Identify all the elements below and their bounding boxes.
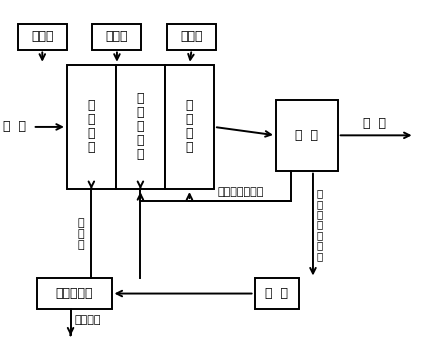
Bar (255, 279, 299, 309)
Text: 解  絮: 解 絮 (265, 287, 288, 300)
Bar (18, 24, 67, 49)
Bar (165, 65, 214, 189)
Text: 出  水: 出 水 (363, 117, 386, 130)
Text: 磁
介
质
混
合: 磁 介 质 混 合 (137, 92, 144, 162)
Text: 进  水: 进 水 (3, 120, 26, 134)
Bar (67, 65, 116, 189)
Bar (276, 100, 338, 171)
Text: 沉  淀: 沉 淀 (295, 129, 318, 142)
Text: 磁介质: 磁介质 (106, 30, 128, 43)
Text: 磁
介
质: 磁 介 质 (77, 218, 84, 249)
Text: 磁介质污泥回流: 磁介质污泥回流 (217, 187, 264, 197)
Text: 快
速
混
合: 快 速 混 合 (88, 99, 95, 154)
Bar (116, 65, 165, 189)
Text: 絮
凝
反
应: 絮 凝 反 应 (186, 99, 193, 154)
Text: 助凝剂: 助凝剂 (180, 30, 203, 43)
Text: 剩余污泥: 剩余污泥 (75, 315, 101, 325)
Text: 磁介质回收: 磁介质回收 (56, 287, 93, 300)
Text: 混凝剂: 混凝剂 (31, 30, 54, 43)
Bar (92, 24, 142, 49)
Bar (37, 279, 112, 309)
Bar (167, 24, 216, 49)
Text: 磁
介
质
污
泥
回
收: 磁 介 质 污 泥 回 收 (316, 188, 323, 261)
